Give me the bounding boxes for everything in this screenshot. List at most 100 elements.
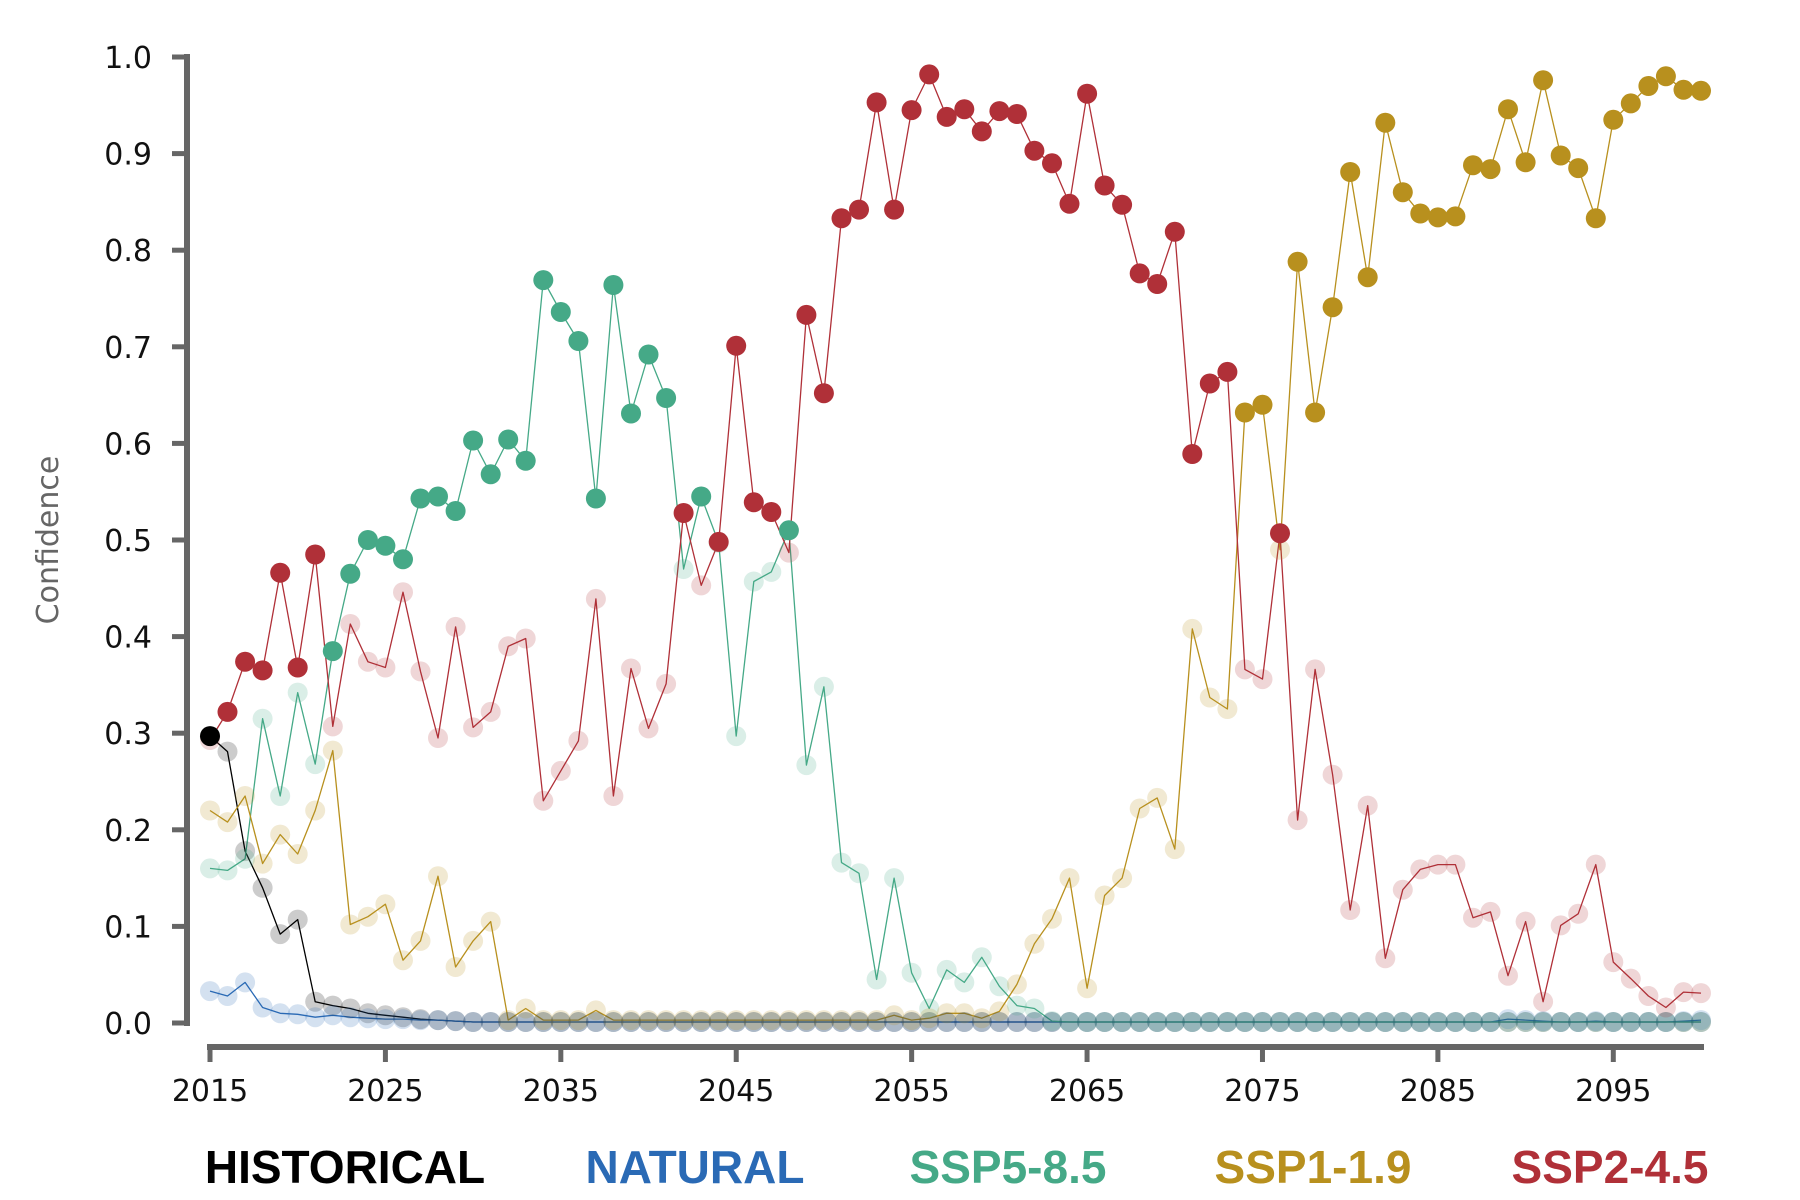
data-point-ssp2-4.5 bbox=[357, 651, 378, 672]
legend-label-ssp2-4.5: SSP2-4.5 bbox=[1512, 1141, 1709, 1193]
data-point-natural bbox=[919, 1012, 940, 1032]
data-point-ssp2-4.5 bbox=[375, 657, 396, 678]
data-point-ssp2-4.5 bbox=[480, 701, 501, 722]
data-point-ssp2-4.5 bbox=[305, 544, 326, 565]
data-point-ssp1-1.9 bbox=[1129, 798, 1150, 819]
data-point-natural bbox=[428, 1010, 448, 1031]
data-point-ssp5-8.5 bbox=[1129, 1012, 1150, 1032]
legend-label-ssp5-8.5: SSP5-8.5 bbox=[910, 1141, 1107, 1193]
data-point-ssp2-4.5 bbox=[1024, 140, 1045, 161]
data-point-ssp2-4.5 bbox=[901, 100, 922, 121]
data-point-ssp2-4.5 bbox=[428, 728, 448, 748]
y-tick-label: 0.6 bbox=[104, 427, 152, 462]
data-point-ssp5-8.5 bbox=[1585, 1012, 1606, 1032]
data-point-natural bbox=[1112, 1012, 1133, 1032]
data-point-historical bbox=[971, 1012, 992, 1032]
data-point-natural bbox=[287, 1004, 308, 1025]
data-point-natural bbox=[831, 1012, 852, 1032]
data-point-ssp2-4.5 bbox=[778, 542, 799, 563]
data-point-ssp2-4.5 bbox=[1427, 854, 1448, 875]
data-point-ssp1-1.9 bbox=[1515, 152, 1536, 173]
data-point-ssp5-8.5 bbox=[1620, 1012, 1641, 1032]
data-point-natural bbox=[603, 1012, 624, 1032]
data-point-ssp1-1.9 bbox=[568, 1010, 589, 1031]
data-point-ssp2-4.5 bbox=[831, 208, 852, 229]
data-point-natural bbox=[1357, 1012, 1378, 1032]
data-point-ssp1-1.9 bbox=[533, 1010, 554, 1031]
data-point-ssp1-1.9 bbox=[235, 786, 256, 806]
data-point-historical bbox=[498, 1012, 519, 1032]
legend: HISTORICAL NATURAL SSP5-8.5 SSP1-1.9 SSP2-4.… bbox=[205, 1141, 1709, 1193]
data-point-natural bbox=[1006, 1012, 1027, 1032]
data-point-ssp5-8.5 bbox=[1270, 1012, 1290, 1032]
data-point-ssp5-8.5 bbox=[1498, 1012, 1518, 1032]
data-point-ssp1-1.9 bbox=[322, 740, 343, 761]
data-point-ssp1-1.9 bbox=[1620, 93, 1641, 114]
data-point-historical bbox=[1445, 1012, 1466, 1032]
data-point-natural bbox=[1287, 1012, 1308, 1032]
data-point-ssp1-1.9 bbox=[1533, 70, 1554, 91]
y-tick-label: 0.4 bbox=[104, 621, 152, 656]
data-point-natural bbox=[252, 997, 273, 1018]
data-point-natural bbox=[585, 1012, 606, 1032]
data-point-historical bbox=[1305, 1012, 1326, 1032]
x-tick-label: 2015 bbox=[172, 1074, 248, 1109]
data-point-ssp5-8.5 bbox=[831, 852, 852, 873]
data-point-ssp5-8.5 bbox=[1024, 998, 1045, 1019]
data-point-ssp5-8.5 bbox=[1006, 995, 1027, 1016]
data-point-ssp1-1.9 bbox=[217, 812, 238, 833]
data-point-ssp2-4.5 bbox=[691, 575, 712, 596]
data-point-ssp1-1.9 bbox=[691, 1010, 712, 1031]
data-point-ssp5-8.5 bbox=[1322, 1012, 1343, 1032]
data-point-ssp1-1.9 bbox=[1217, 699, 1238, 719]
data-point-ssp5-8.5 bbox=[1480, 1012, 1501, 1032]
data-point-ssp1-1.9 bbox=[1094, 885, 1115, 906]
data-point-ssp2-4.5 bbox=[252, 660, 273, 681]
data-point-ssp5-8.5 bbox=[1305, 1012, 1326, 1032]
data-point-natural bbox=[1234, 1012, 1255, 1032]
data-point-ssp5-8.5 bbox=[936, 959, 957, 980]
data-point-natural bbox=[1077, 1012, 1098, 1032]
data-point-natural bbox=[673, 1012, 694, 1032]
data-point-natural bbox=[1182, 1012, 1203, 1032]
data-point-ssp1-1.9 bbox=[936, 1003, 957, 1024]
data-point-ssp1-1.9 bbox=[989, 1001, 1010, 1022]
data-point-ssp1-1.9 bbox=[1164, 839, 1185, 860]
data-point-historical bbox=[1287, 1012, 1308, 1032]
data-point-ssp2-4.5 bbox=[989, 101, 1010, 122]
data-point-ssp2-4.5 bbox=[1515, 911, 1536, 932]
y-ticks: 0.0 0.1 0.2 0.3 0.4 0.5 0.6 0.7 0.8 0.9 1.0 bbox=[104, 41, 187, 1042]
data-point-ssp5-8.5 bbox=[393, 549, 413, 570]
data-point-ssp1-1.9 bbox=[1691, 80, 1711, 101]
data-point-ssp5-8.5 bbox=[1217, 1012, 1238, 1032]
data-point-ssp5-8.5 bbox=[445, 501, 466, 521]
data-point-ssp2-4.5 bbox=[1199, 373, 1220, 394]
data-point-ssp1-1.9 bbox=[1655, 66, 1676, 87]
data-point-ssp5-8.5 bbox=[1252, 1012, 1273, 1032]
x-tick-label: 2045 bbox=[698, 1074, 774, 1109]
data-point-ssp1-1.9 bbox=[866, 1010, 887, 1031]
data-point-ssp1-1.9 bbox=[1059, 868, 1080, 889]
data-point-historical bbox=[217, 741, 238, 762]
data-point-ssp5-8.5 bbox=[1515, 1012, 1536, 1032]
data-point-historical bbox=[1059, 1012, 1080, 1032]
data-point-natural bbox=[445, 1011, 466, 1032]
data-point-ssp2-4.5 bbox=[340, 614, 361, 634]
data-point-ssp2-4.5 bbox=[1270, 523, 1290, 544]
data-point-ssp5-8.5 bbox=[866, 969, 887, 990]
data-point-historical bbox=[1252, 1012, 1273, 1032]
data-point-historical bbox=[340, 998, 361, 1019]
data-point-historical bbox=[322, 995, 343, 1016]
data-point-ssp2-4.5 bbox=[919, 64, 940, 85]
data-point-ssp5-8.5 bbox=[919, 998, 940, 1019]
data-point-historical bbox=[568, 1012, 589, 1032]
data-point-historical bbox=[287, 909, 308, 930]
data-point-ssp1-1.9 bbox=[515, 998, 536, 1019]
data-point-historical bbox=[1585, 1012, 1606, 1032]
data-point-historical bbox=[1638, 1012, 1659, 1032]
x-tick-label: 2075 bbox=[1224, 1074, 1300, 1109]
data-point-ssp5-8.5 bbox=[375, 535, 396, 556]
data-point-ssp1-1.9 bbox=[971, 1008, 992, 1029]
data-point-ssp2-4.5 bbox=[322, 716, 343, 737]
x-tick-label: 2035 bbox=[523, 1074, 599, 1109]
